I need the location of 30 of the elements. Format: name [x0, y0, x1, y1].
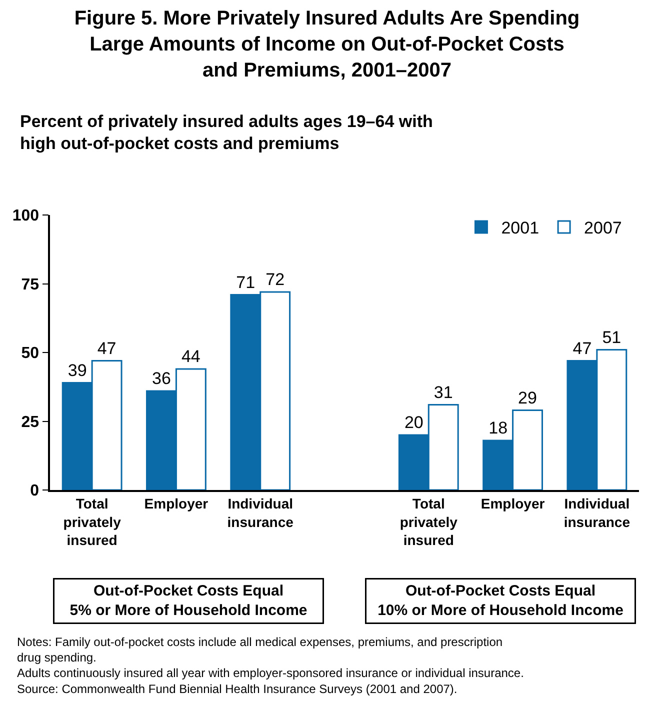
x-tick-label: Employer: [480, 496, 546, 512]
legend-label: 2007: [584, 218, 622, 238]
data-label: 71: [236, 272, 256, 292]
data-label: 20: [404, 413, 424, 432]
data-label: 47: [572, 338, 592, 358]
y-tick-label: 25: [21, 414, 40, 431]
x-tick-label: Total privately insured: [400, 496, 458, 548]
data-label: 36: [152, 369, 171, 388]
legend-label: 2001: [501, 218, 540, 238]
data-label: 39: [68, 360, 87, 380]
data-label: 18: [488, 418, 508, 438]
text: Out-of-Pocket Costs Equal 10% or More of Household Income: [378, 582, 624, 619]
data-label: 44: [181, 347, 200, 366]
data-label: 29: [518, 388, 537, 408]
chart-title: Figure 5. More Privately Insured Adults Are Spending Large Amounts of Income on Out-of-Pocket Costs and Premiums, 2001–2007: [74, 8, 580, 82]
y-tick-label: 50: [21, 345, 40, 362]
data-label: 72: [266, 270, 285, 289]
y-tick-label: 100: [12, 208, 40, 225]
data-label: 31: [434, 382, 453, 402]
x-tick-label: Total privately insured: [63, 496, 122, 548]
y-tick-label: 75: [21, 276, 40, 294]
y-tick-label: 0: [30, 482, 40, 500]
chart-subtitle: Percent of privately insured adults ages 19–64 with high out-of-pocket costs and premiums: [20, 112, 433, 154]
text: Out-of-Pocket Costs Equal 5% or More of Household Income: [70, 582, 308, 619]
text: Notes: Family out-of-pocket costs include all medical expenses, premiums, and prescription drug spending. Adults continuously insured all year with employer-sponsored insurance or individual insurance. Source: Commonwealth Fund Biennial Health Insurance Surveys (2001 and 2007).: [17, 635, 524, 696]
x-tick-label: Employer: [144, 496, 209, 512]
data-label: 51: [602, 328, 622, 347]
data-label: 47: [97, 338, 116, 358]
x-tick-label: Individual insurance: [564, 496, 630, 530]
x-tick-label: Individual insurance: [227, 496, 294, 530]
